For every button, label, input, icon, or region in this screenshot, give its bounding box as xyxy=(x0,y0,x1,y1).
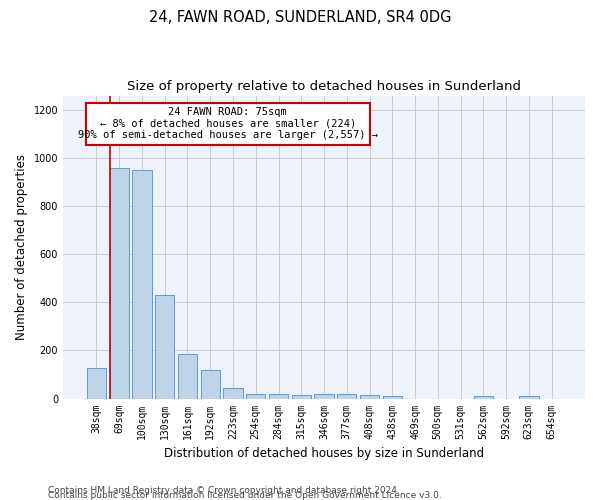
Bar xyxy=(246,394,265,398)
Text: 24, FAWN ROAD, SUNDERLAND, SR4 0DG: 24, FAWN ROAD, SUNDERLAND, SR4 0DG xyxy=(149,10,451,25)
X-axis label: Distribution of detached houses by size in Sunderland: Distribution of detached houses by size … xyxy=(164,447,484,460)
Bar xyxy=(292,395,311,398)
Bar xyxy=(360,395,379,398)
Bar xyxy=(223,388,242,398)
Bar xyxy=(269,394,288,398)
Y-axis label: Number of detached properties: Number of detached properties xyxy=(15,154,28,340)
Bar xyxy=(86,103,370,145)
Bar xyxy=(110,168,129,398)
Bar xyxy=(519,396,539,398)
Bar xyxy=(178,354,197,399)
Text: 24 FAWN ROAD: 75sqm
← 8% of detached houses are smaller (224)
90% of semi-detach: 24 FAWN ROAD: 75sqm ← 8% of detached hou… xyxy=(78,107,378,140)
Bar xyxy=(87,368,106,398)
Bar xyxy=(337,394,356,398)
Bar xyxy=(132,170,152,398)
Bar xyxy=(314,394,334,398)
Bar xyxy=(473,396,493,398)
Text: Contains HM Land Registry data © Crown copyright and database right 2024.: Contains HM Land Registry data © Crown c… xyxy=(48,486,400,495)
Bar xyxy=(200,370,220,398)
Bar xyxy=(383,396,402,398)
Title: Size of property relative to detached houses in Sunderland: Size of property relative to detached ho… xyxy=(127,80,521,93)
Text: Contains public sector information licensed under the Open Government Licence v3: Contains public sector information licen… xyxy=(48,491,442,500)
Bar xyxy=(155,295,175,399)
